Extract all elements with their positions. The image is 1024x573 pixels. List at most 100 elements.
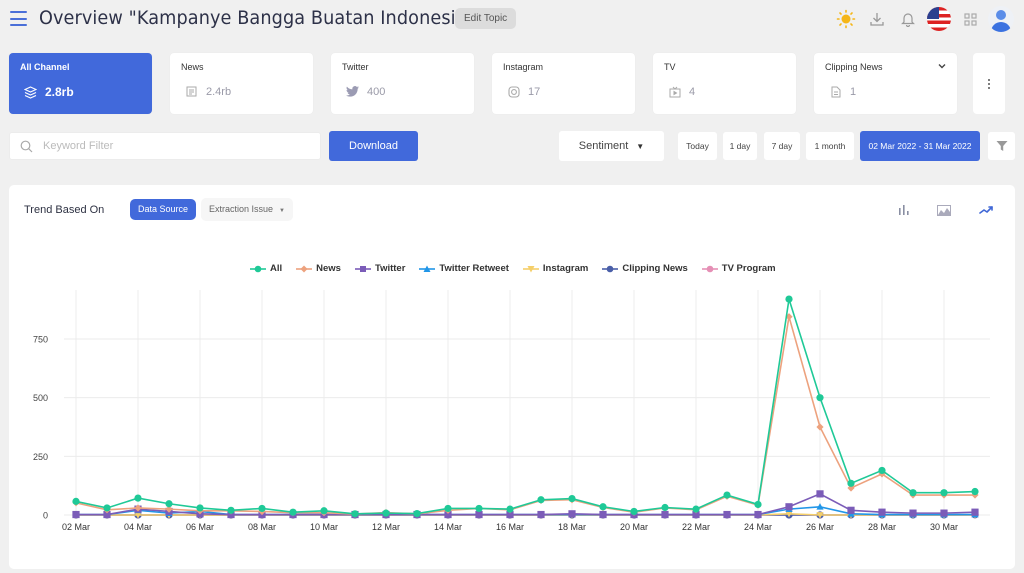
document-icon <box>829 85 842 98</box>
chevron-down-icon: ▼ <box>279 208 285 214</box>
legend-label: Instagram <box>542 263 589 274</box>
channel-label: All Channel <box>20 62 70 72</box>
kebab-icon <box>988 78 990 89</box>
line-chart: 0 250 500 750 02 Mar 04 Mar 06 Mar 08 Mar 10 Mar… <box>33 290 990 532</box>
channel-card-all[interactable]: All Channel 2.8rb <box>9 53 152 114</box>
tv-icon <box>668 85 681 98</box>
sentiment-dropdown[interactable]: Sentiment ▼ <box>559 131 664 161</box>
line-chart-icon <box>978 205 993 214</box>
top-header: Overview "Kampanye Bangga Buatan Indones… <box>0 0 1024 40</box>
range-7day-button[interactable]: 7 day <box>764 132 800 160</box>
legend-marker-icon <box>602 265 619 272</box>
twitter-icon <box>346 85 359 98</box>
legend-marker-icon <box>354 265 371 272</box>
edit-topic-button[interactable]: Edit Topic <box>455 8 517 29</box>
channel-card-instagram[interactable]: Instagram 17 <box>492 53 635 114</box>
svg-text:0: 0 <box>43 511 48 521</box>
us-flag-icon[interactable] <box>926 6 952 32</box>
chevron-down-icon[interactable] <box>937 61 947 71</box>
legend-marker-icon <box>250 265 266 272</box>
legend-item-instagram[interactable]: Instagram <box>522 263 589 274</box>
svg-text:06 Mar: 06 Mar <box>186 522 214 532</box>
channel-cards: All Channel 2.8rb News 2.4rb Twitter 400… <box>9 53 1005 114</box>
channel-card-clipping-news[interactable]: Clipping News 1 <box>814 53 957 114</box>
channel-label: Clipping News <box>825 62 883 72</box>
download-button[interactable]: Download <box>329 131 418 161</box>
svg-text:02 Mar: 02 Mar <box>62 522 90 532</box>
legend-item-news[interactable]: News <box>296 263 341 274</box>
channel-value: 1 <box>850 85 857 98</box>
bell-icon[interactable] <box>895 6 921 32</box>
funnel-icon <box>996 141 1007 151</box>
area-chart-icon <box>937 204 951 216</box>
line-chart-button[interactable] <box>978 203 994 217</box>
channel-value: 2.4rb <box>206 85 232 98</box>
svg-text:16 Mar: 16 Mar <box>496 522 524 532</box>
range-1month-button[interactable]: 1 month <box>806 132 854 160</box>
layers-icon <box>24 85 37 99</box>
svg-text:24 Mar: 24 Mar <box>744 522 772 532</box>
channel-label: Twitter <box>342 62 369 72</box>
page-title: Overview "Kampanye Bangga Buatan Indones… <box>39 7 475 29</box>
svg-text:14 Mar: 14 Mar <box>434 522 462 532</box>
chart-legend: All News Twitter Twitter Retweet Instagram Cl… <box>250 263 790 274</box>
legend-label: News <box>316 263 341 274</box>
bar-chart-button[interactable] <box>896 203 912 217</box>
svg-text:20 Mar: 20 Mar <box>620 522 648 532</box>
series-news <box>72 313 979 518</box>
legend-marker-icon <box>701 265 718 272</box>
svg-text:18 Mar: 18 Mar <box>558 522 586 532</box>
legend-item-tv-program[interactable]: TV Program <box>701 263 776 274</box>
channel-value: 2.8rb <box>45 85 74 99</box>
bar-chart-icon <box>899 205 909 215</box>
tab-extraction-issue[interactable]: Extraction Issue ▼ <box>201 198 293 221</box>
search-icon <box>20 140 33 152</box>
channel-value: 4 <box>689 85 696 98</box>
sentiment-label: Sentiment <box>578 140 629 152</box>
keyword-filter-field[interactable] <box>9 132 321 160</box>
range-today-button[interactable]: Today <box>678 132 717 160</box>
more-options-button[interactable] <box>973 53 1005 114</box>
channel-value: 400 <box>367 85 386 98</box>
download-icon[interactable] <box>864 6 890 32</box>
keyword-filter-input[interactable] <box>43 140 303 152</box>
channel-label: News <box>181 62 204 72</box>
tab-label: Extraction Issue <box>209 204 274 214</box>
svg-text:22 Mar: 22 Mar <box>682 522 710 532</box>
range-1day-button[interactable]: 1 day <box>723 132 757 160</box>
channel-label: Instagram <box>503 62 544 72</box>
legend-label: Twitter Retweet <box>439 263 509 274</box>
legend-item-clipping-news[interactable]: Clipping News <box>602 263 688 274</box>
tab-data-source[interactable]: Data Source <box>130 199 197 220</box>
legend-marker-icon <box>419 265 436 272</box>
header-actions <box>828 6 1014 32</box>
legend-marker-icon <box>522 265 539 272</box>
instagram-icon <box>507 85 520 98</box>
grid-icon[interactable] <box>957 6 983 32</box>
filter-bar: Download Sentiment ▼ Today 1 day 7 day 1… <box>0 131 1024 161</box>
sun-icon[interactable] <box>833 6 859 32</box>
svg-text:26 Mar: 26 Mar <box>806 522 834 532</box>
chevron-down-icon: ▼ <box>636 141 645 151</box>
series-all <box>72 295 979 518</box>
legend-item-twitter[interactable]: Twitter <box>354 263 405 274</box>
channel-card-twitter[interactable]: Twitter 400 <box>331 53 474 114</box>
user-avatar-icon[interactable] <box>988 6 1014 32</box>
date-range-picker[interactable]: 02 Mar 2022 - 31 Mar 2022 <box>860 131 980 161</box>
svg-text:500: 500 <box>33 393 48 403</box>
svg-text:04 Mar: 04 Mar <box>124 522 152 532</box>
newspaper-icon <box>185 85 198 98</box>
legend-item-twitter-retweet[interactable]: Twitter Retweet <box>419 263 509 274</box>
svg-text:750: 750 <box>33 335 48 345</box>
svg-text:250: 250 <box>33 452 48 462</box>
channel-card-tv[interactable]: TV 4 <box>653 53 796 114</box>
menu-icon[interactable] <box>10 11 27 26</box>
area-chart-button[interactable] <box>936 203 952 217</box>
legend-item-all[interactable]: All <box>250 263 282 274</box>
channel-card-news[interactable]: News 2.4rb <box>170 53 313 114</box>
svg-text:12 Mar: 12 Mar <box>372 522 400 532</box>
filter-button[interactable] <box>988 132 1015 160</box>
legend-marker-icon <box>296 265 313 272</box>
trend-chart-card: Trend Based On Data Source Extraction Is… <box>9 185 1015 569</box>
channel-label: TV <box>664 62 676 72</box>
